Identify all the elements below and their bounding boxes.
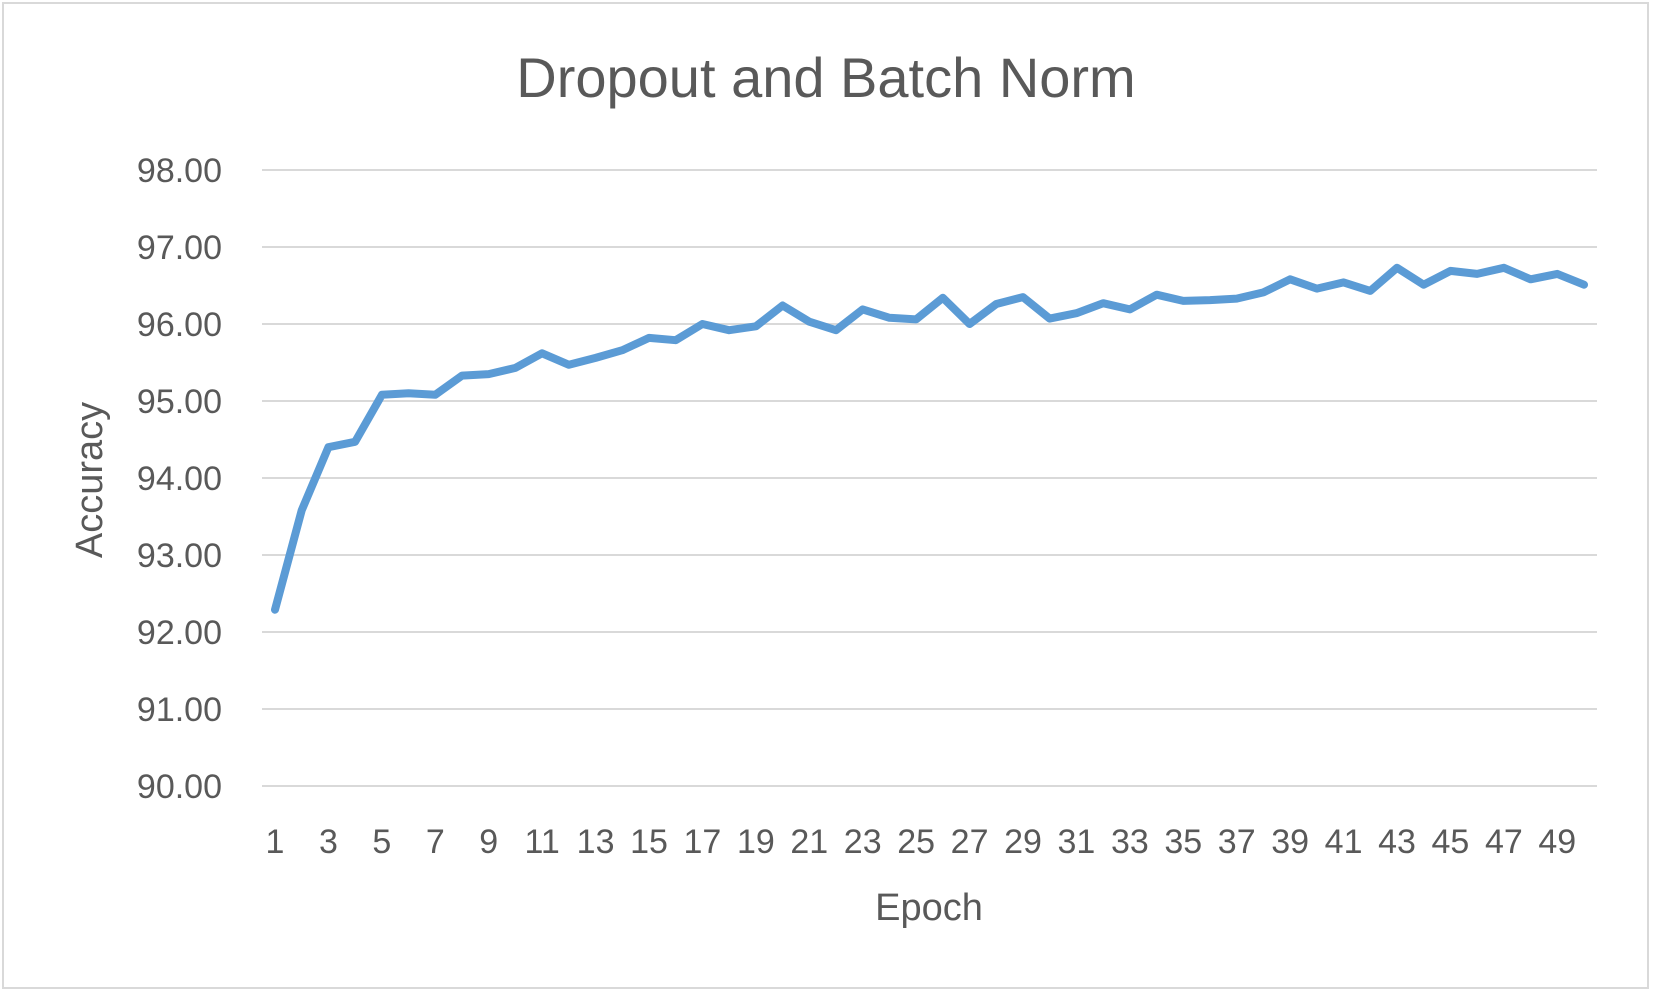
x-tick-label: 5 bbox=[372, 823, 391, 861]
x-tick-label: 35 bbox=[1164, 823, 1202, 861]
x-tick-label: 1 bbox=[266, 823, 285, 861]
y-axis-tick-labels: 90.00 91.00 92.00 93.00 94.00 95.00 96.00 97.00… bbox=[137, 152, 222, 806]
x-tick-label: 37 bbox=[1218, 823, 1256, 861]
x-tick-label: 23 bbox=[844, 823, 882, 861]
x-tick-label: 29 bbox=[1004, 823, 1042, 861]
series-layer bbox=[271, 263, 1588, 614]
y-tick-label: 93.00 bbox=[137, 537, 222, 575]
x-axis-title: Epoch bbox=[875, 887, 983, 929]
gridlines bbox=[262, 169, 1597, 787]
y-axis-title: Accuracy bbox=[69, 402, 111, 558]
y-tick-label: 91.00 bbox=[137, 691, 222, 729]
y-tick-label: 94.00 bbox=[137, 460, 222, 498]
chart-title: Dropout and Batch Norm bbox=[516, 46, 1135, 109]
x-tick-label: 27 bbox=[951, 823, 989, 861]
y-tick-label: 90.00 bbox=[137, 768, 222, 806]
x-tick-label: 49 bbox=[1538, 823, 1576, 861]
y-tick-label: 92.00 bbox=[137, 614, 222, 652]
x-tick-label: 33 bbox=[1111, 823, 1149, 861]
x-axis-tick-labels: 1 3 5 7 9 11 13 15 17 19 21 23 25 27 29 31 33 35 37 39 41 43 4… bbox=[266, 823, 1577, 861]
y-tick-label: 95.00 bbox=[137, 383, 222, 421]
y-tick-label: 97.00 bbox=[137, 229, 222, 267]
x-tick-label: 21 bbox=[790, 823, 828, 861]
x-tick-label: 15 bbox=[630, 823, 668, 861]
x-tick-label: 17 bbox=[684, 823, 722, 861]
x-tick-label: 19 bbox=[737, 823, 775, 861]
x-tick-label: 7 bbox=[426, 823, 445, 861]
x-tick-label: 9 bbox=[479, 823, 498, 861]
x-tick-label: 47 bbox=[1485, 823, 1523, 861]
x-tick-label: 43 bbox=[1378, 823, 1416, 861]
x-tick-label: 39 bbox=[1271, 823, 1309, 861]
x-tick-label: 13 bbox=[577, 823, 615, 861]
series-line bbox=[271, 263, 1588, 614]
x-tick-label: 41 bbox=[1325, 823, 1363, 861]
y-tick-label: 96.00 bbox=[137, 306, 222, 344]
y-tick-label: 98.00 bbox=[137, 152, 222, 190]
x-tick-label: 31 bbox=[1058, 823, 1096, 861]
x-tick-label: 11 bbox=[524, 823, 559, 861]
x-tick-label: 3 bbox=[319, 823, 338, 861]
x-tick-label: 45 bbox=[1432, 823, 1470, 861]
x-tick-label: 25 bbox=[897, 823, 935, 861]
